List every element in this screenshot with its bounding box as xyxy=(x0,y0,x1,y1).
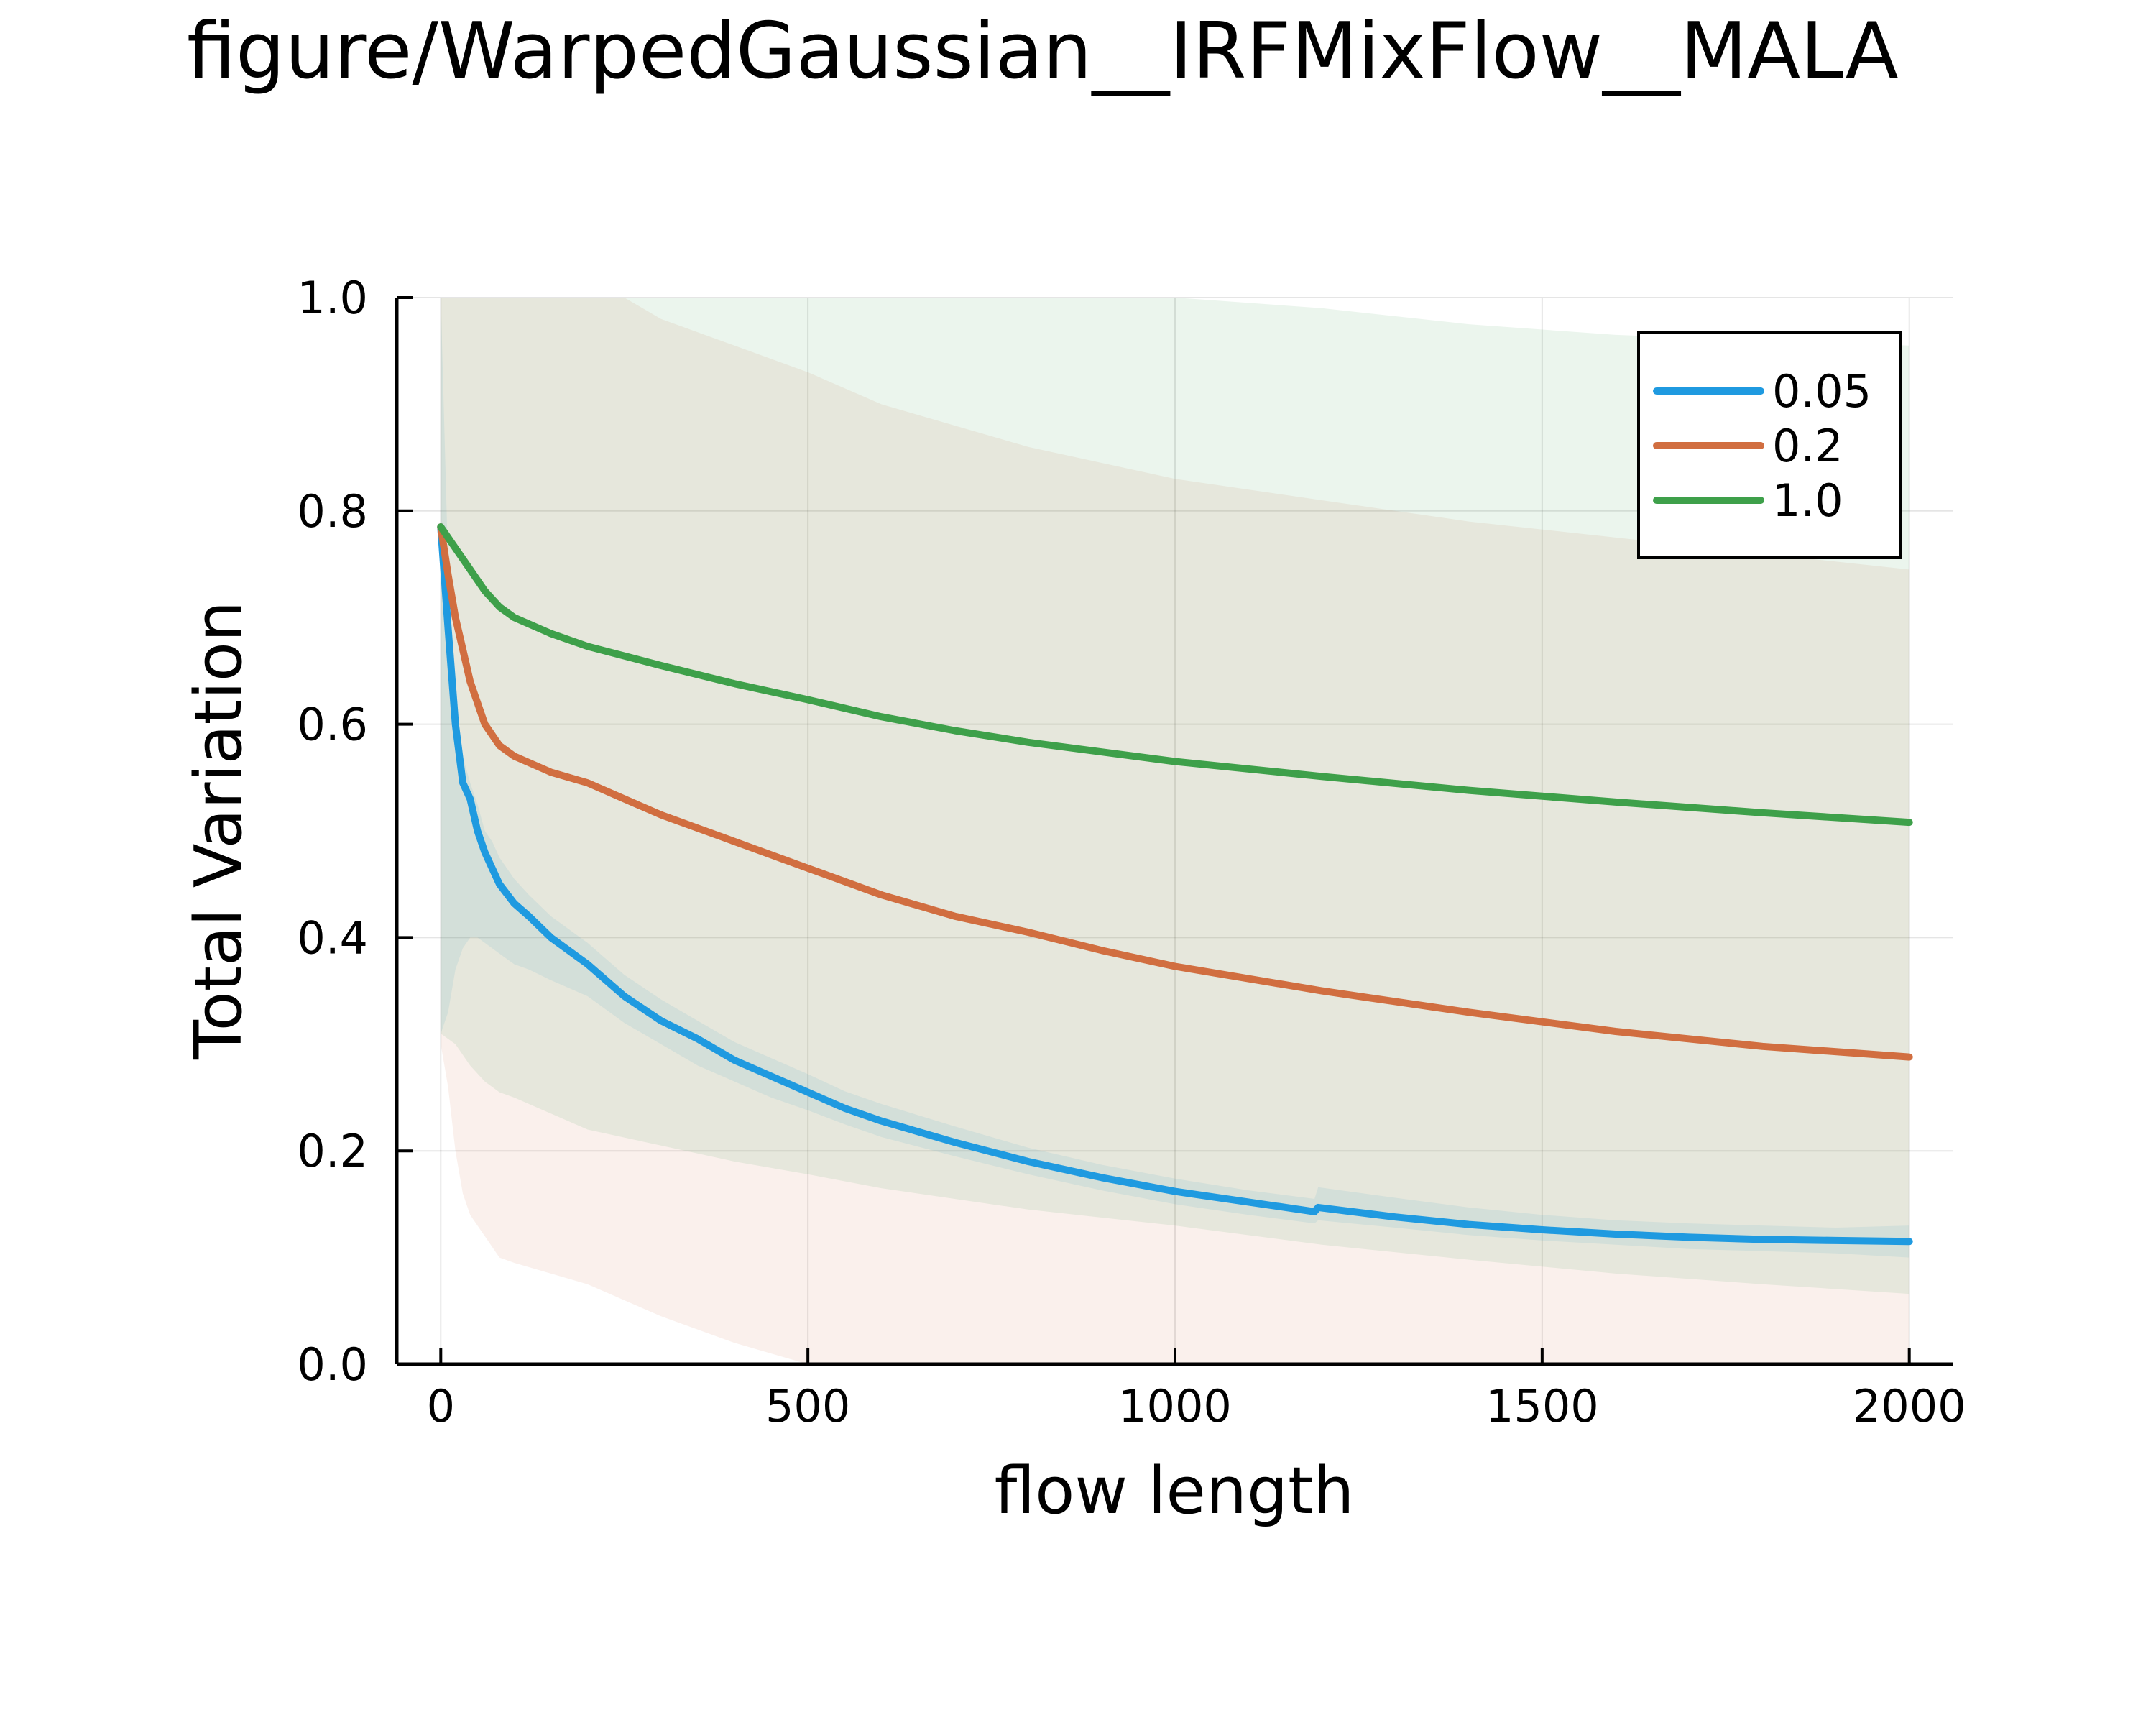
y-tick-label: 0.2 xyxy=(297,1125,368,1177)
x-tick-label: 0 xyxy=(427,1380,455,1432)
y-tick-label: 0.4 xyxy=(297,911,368,964)
legend-label-0.2: 0.2 xyxy=(1772,420,1843,472)
x-tick-label: 500 xyxy=(765,1380,850,1432)
legend-label-1.0: 1.0 xyxy=(1772,474,1843,527)
legend-label-0.05: 0.05 xyxy=(1772,365,1871,418)
line-series-1.0 xyxy=(437,523,1913,827)
line-series-0.05 xyxy=(437,523,1913,1246)
x-tick-label: 2000 xyxy=(1853,1380,1966,1432)
band-series-0.2 xyxy=(441,298,1909,1364)
y-tick-label: 0.0 xyxy=(297,1338,368,1391)
confidence-bands xyxy=(441,298,1909,1364)
y-axis-label: Total Variation xyxy=(181,601,257,1060)
line-series-0.2 xyxy=(437,523,1913,1061)
x-axis-label: flow length xyxy=(995,1453,1355,1529)
y-tick-label: 0.8 xyxy=(297,485,368,538)
y-tick-label: 1.0 xyxy=(297,272,368,324)
y-tick-label: 0.6 xyxy=(297,699,368,751)
chart-title: figure/WarpedGaussian__IRFMixFlow__MALA xyxy=(187,6,1899,96)
x-tick-label: 1500 xyxy=(1485,1380,1599,1432)
x-tick-label: 1000 xyxy=(1118,1380,1232,1432)
series-lines xyxy=(437,523,1913,1246)
ticks: 0 500 1000 1500 2000 0.0 0.2 0.4 0.6 0.8 1.0 xyxy=(297,272,1966,1432)
band-series-1.0 xyxy=(441,298,1909,1294)
legend: 0.050.21.0 xyxy=(1637,331,1902,559)
